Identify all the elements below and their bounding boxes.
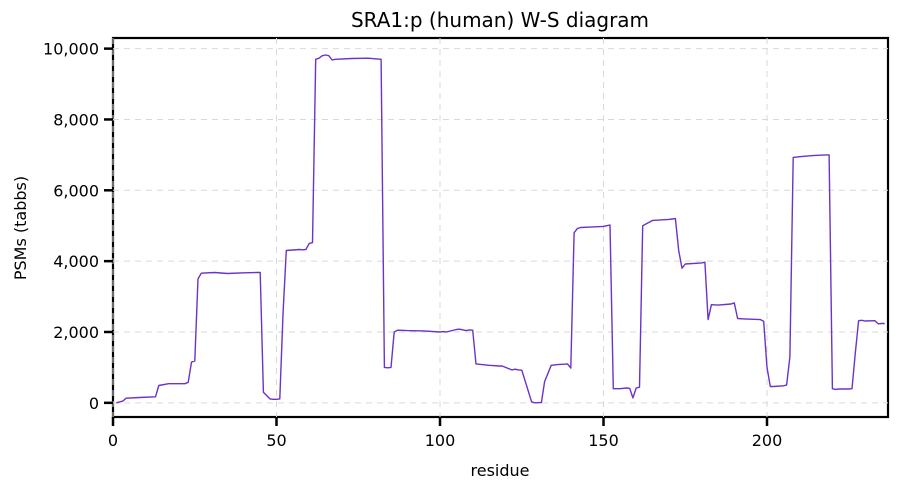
x-tick-label: 150	[588, 431, 619, 450]
y-tick-label: 6,000	[53, 181, 99, 200]
x-axis-label: residue	[471, 461, 530, 480]
grid-lines	[112, 38, 888, 417]
y-tick-label: 4,000	[53, 252, 99, 271]
y-tick-label: 10,000	[43, 40, 99, 59]
x-axis: 0 50 100 150 200	[108, 417, 782, 450]
y-tick-label: 8,000	[53, 110, 99, 129]
x-tick-label: 100	[425, 431, 456, 450]
plot-area	[111, 36, 890, 419]
series-line	[116, 54, 885, 404]
y-axis-label: PSMs (tabbs)	[11, 176, 30, 280]
series-layer	[116, 54, 885, 404]
chart-title: SRA1:p (human) W-S diagram	[351, 8, 649, 32]
x-tick-label: 200	[752, 431, 783, 450]
y-tick-label: 0	[89, 394, 99, 413]
y-tick-label: 2,000	[53, 323, 99, 342]
y-axis: 0 2,000 4,000 6,000 8,000 10,000	[43, 40, 113, 413]
x-tick-label: 50	[266, 431, 286, 450]
x-tick-label: 0	[108, 431, 118, 450]
